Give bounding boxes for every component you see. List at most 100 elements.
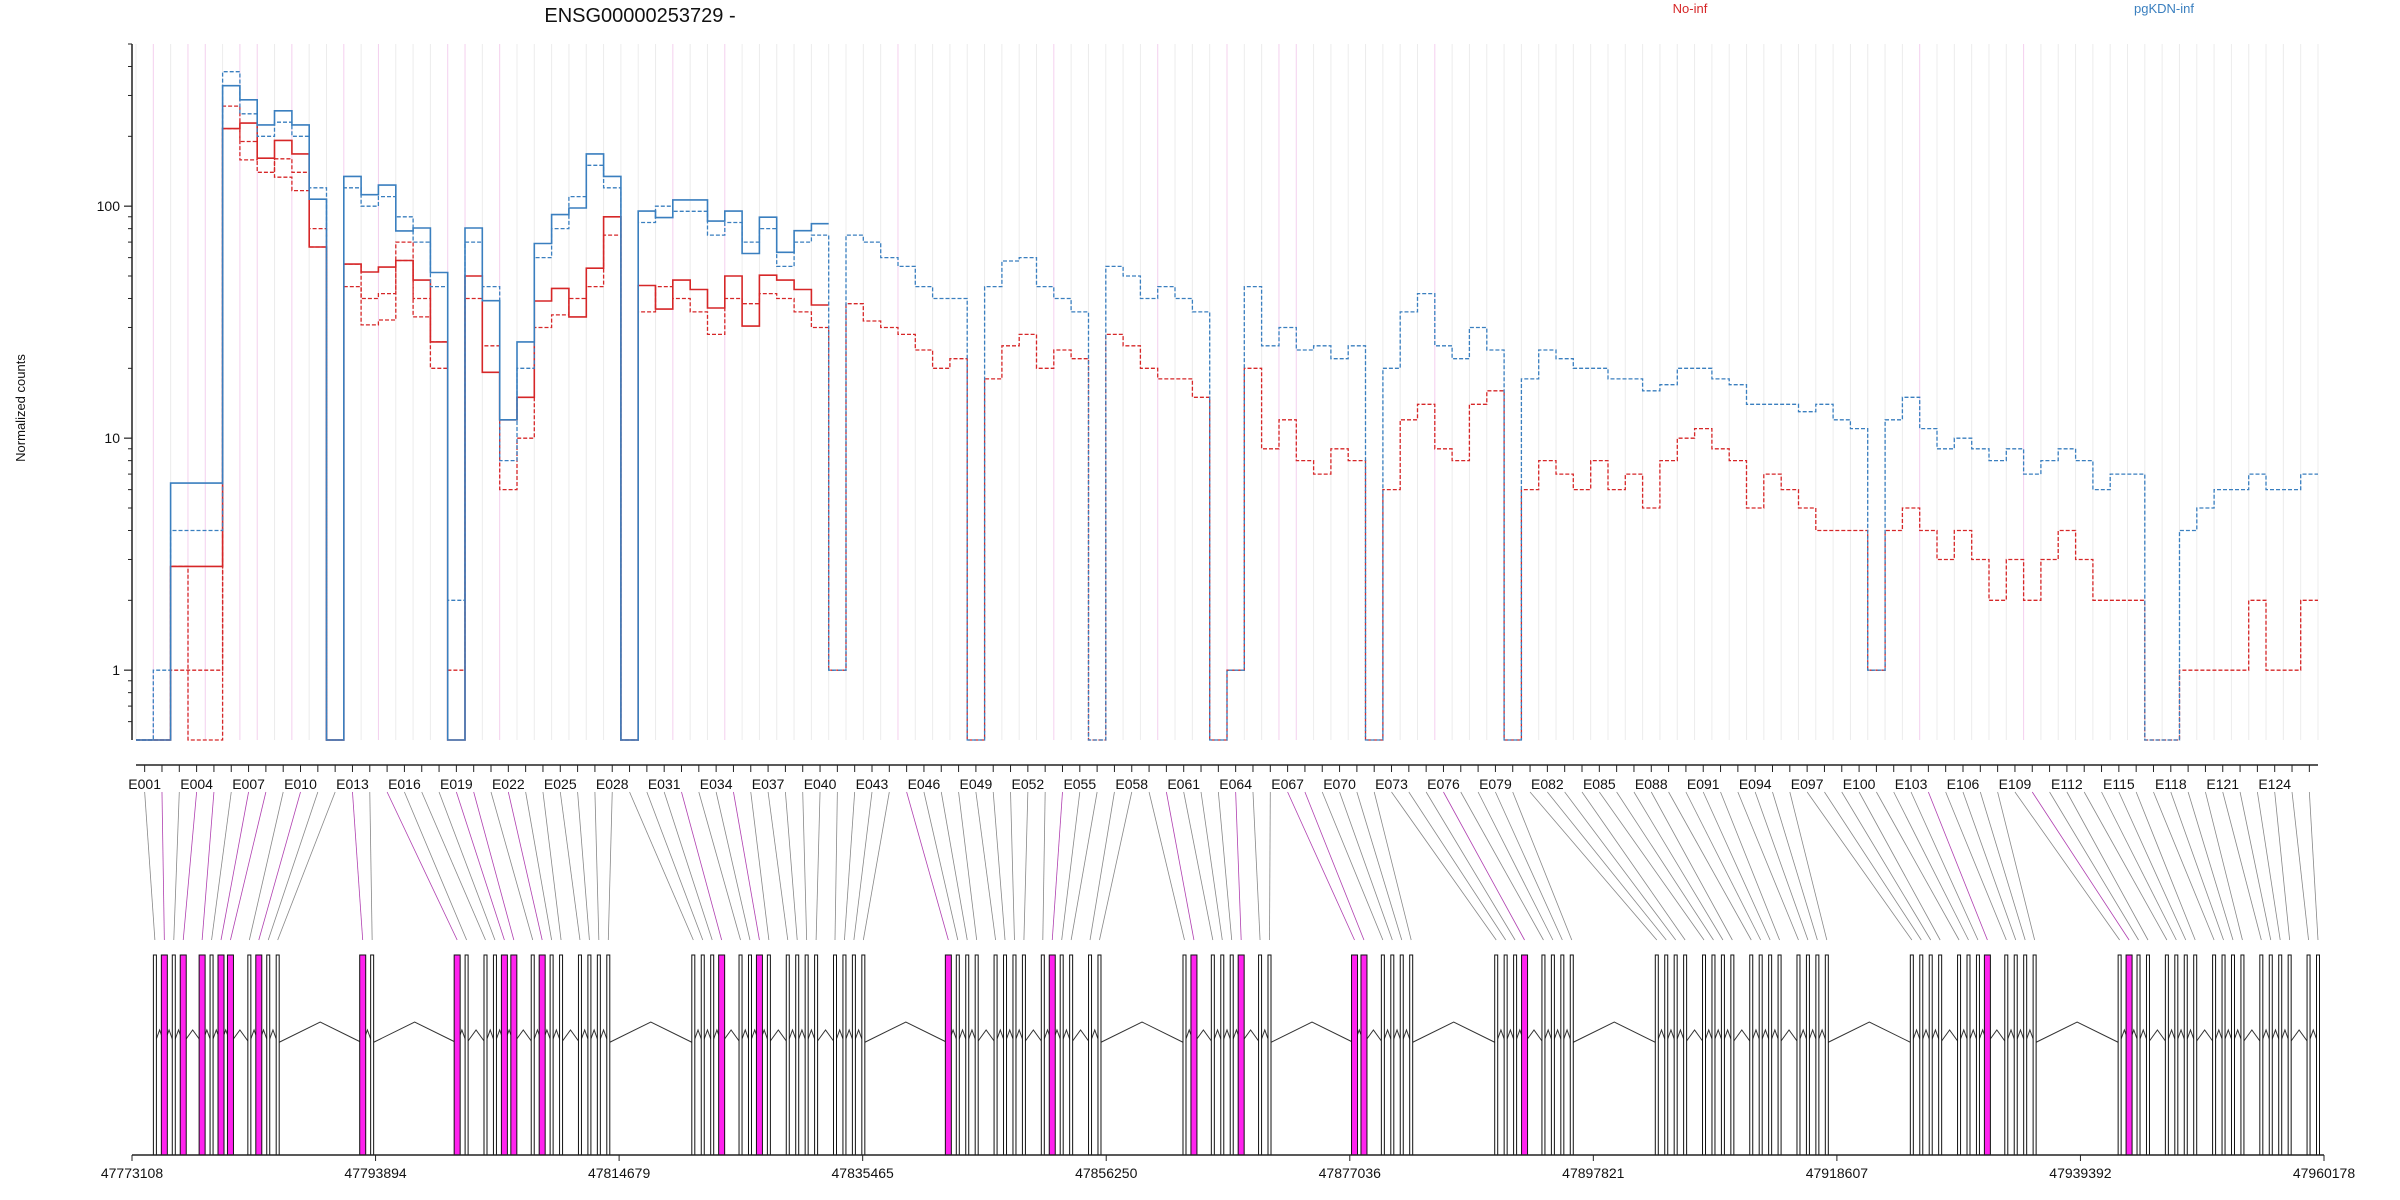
exon-connector xyxy=(594,791,600,941)
x-tick-label: E037 xyxy=(752,776,785,792)
exon-box xyxy=(152,954,157,1156)
exon-connector xyxy=(1339,791,1393,941)
x-tick-label: E058 xyxy=(1115,776,1148,792)
exon-box xyxy=(1229,954,1234,1156)
exon-connector xyxy=(1962,791,2017,941)
exon-box xyxy=(2004,954,2009,1156)
exon-connector-lines xyxy=(144,791,2319,941)
exon-box xyxy=(1758,954,1763,1156)
exon-connector xyxy=(1217,791,1233,941)
exon-box xyxy=(795,954,800,1156)
exon-connector xyxy=(1070,791,1098,941)
exon-box xyxy=(1521,954,1529,1156)
exon-connector xyxy=(1477,791,1554,941)
x-tick-label: E103 xyxy=(1895,776,1928,792)
exon-connector xyxy=(906,791,949,941)
exon-box xyxy=(974,954,979,1156)
intron-line xyxy=(1731,1029,1752,1044)
y-tick-label: 10 xyxy=(104,430,120,446)
exon-box xyxy=(691,954,696,1156)
exon-connector xyxy=(2014,791,2120,941)
exon-connector xyxy=(2308,791,2319,941)
x-tick-label: E121 xyxy=(2206,776,2239,792)
x-tick-label: E022 xyxy=(492,776,525,792)
exon-connector xyxy=(1927,791,1988,941)
exon-box xyxy=(2145,954,2150,1156)
exon-box xyxy=(861,954,866,1156)
x-tick-label: E052 xyxy=(1011,776,1044,792)
exon-connector xyxy=(923,791,959,941)
x-tick-label: E064 xyxy=(1219,776,1252,792)
exon-box xyxy=(1210,954,1215,1156)
intron-line xyxy=(1269,1021,1355,1044)
series-layer xyxy=(136,71,2318,741)
exon-box xyxy=(1182,954,1187,1156)
exon-box xyxy=(1059,954,1064,1156)
exon-box xyxy=(2193,954,2198,1156)
gene-model-track: 47773108 47793894 47814679 47835465 47856250… xyxy=(101,954,2355,1181)
exon-connector xyxy=(698,791,741,941)
exon-box xyxy=(1768,954,1773,1156)
exon-connector xyxy=(1685,791,1762,941)
exon-box xyxy=(2240,954,2245,1156)
exon-box xyxy=(1088,954,1093,1156)
exon-connector xyxy=(2291,791,2309,941)
x-tick-label: E019 xyxy=(440,776,473,792)
x-tick-label: E061 xyxy=(1167,776,1200,792)
x-tick-label: E118 xyxy=(2155,776,2187,792)
exon-connector xyxy=(2031,791,2130,941)
exon-connector xyxy=(844,791,856,941)
exon-connector xyxy=(2101,791,2177,941)
x-tick-label: E109 xyxy=(1999,776,2032,792)
exon-box xyxy=(1711,954,1716,1156)
intron-line xyxy=(466,1029,486,1044)
intron-line xyxy=(1939,1029,1960,1044)
exon-connector xyxy=(1633,791,1724,941)
exon-connector xyxy=(1356,791,1403,941)
exon-connector xyxy=(750,791,770,941)
x-tick-label: E100 xyxy=(1843,776,1876,792)
exon-connector xyxy=(715,791,751,941)
exon-box xyxy=(2221,954,2226,1156)
y-axis-label: Normalized counts xyxy=(13,354,28,462)
x-tick-label: E040 xyxy=(804,776,837,792)
series-line-pgkdn-inf xyxy=(136,84,829,741)
exon-connector xyxy=(815,791,821,941)
exon-connector xyxy=(1099,791,1133,941)
exon-box xyxy=(1983,954,1991,1156)
exon-box xyxy=(1702,954,1707,1156)
x-tick-label: E007 xyxy=(232,776,265,792)
exon-connector xyxy=(1252,791,1261,941)
exon-box xyxy=(2287,954,2292,1156)
exon-connector xyxy=(230,791,267,941)
chart-title: ENSG00000253729 - xyxy=(544,5,735,27)
exon-box xyxy=(1730,954,1735,1156)
exon-box xyxy=(1938,954,1943,1156)
exon-connector xyxy=(2066,791,2149,941)
genome-tick-label: 47814679 xyxy=(588,1165,651,1181)
exon-box xyxy=(955,954,960,1156)
exon-connector xyxy=(438,791,496,941)
exon-connector xyxy=(1789,791,1828,941)
exon-box xyxy=(1069,954,1074,1156)
exon-box xyxy=(453,954,461,1156)
exon-box xyxy=(944,954,952,1156)
x-tick-label: E091 xyxy=(1687,776,1720,792)
exon-connector xyxy=(1702,791,1771,941)
x-tick-label: E082 xyxy=(1531,776,1564,792)
exon-box xyxy=(1560,954,1565,1156)
exon-connector xyxy=(201,791,215,941)
exon-box xyxy=(804,954,809,1156)
exon-box xyxy=(1796,954,1801,1156)
series-line-no-inf xyxy=(136,127,448,741)
exon-connector xyxy=(785,791,798,941)
intron-line xyxy=(768,1029,789,1044)
exon-boxes xyxy=(152,954,2320,1156)
exon-box xyxy=(1409,954,1414,1156)
exon-connector xyxy=(1408,791,1506,941)
genome-tick-label: 47835465 xyxy=(832,1165,895,1181)
exon-box xyxy=(710,954,715,1156)
exon-box xyxy=(993,954,998,1156)
exon-box xyxy=(255,954,263,1156)
exon-connector xyxy=(161,791,165,941)
